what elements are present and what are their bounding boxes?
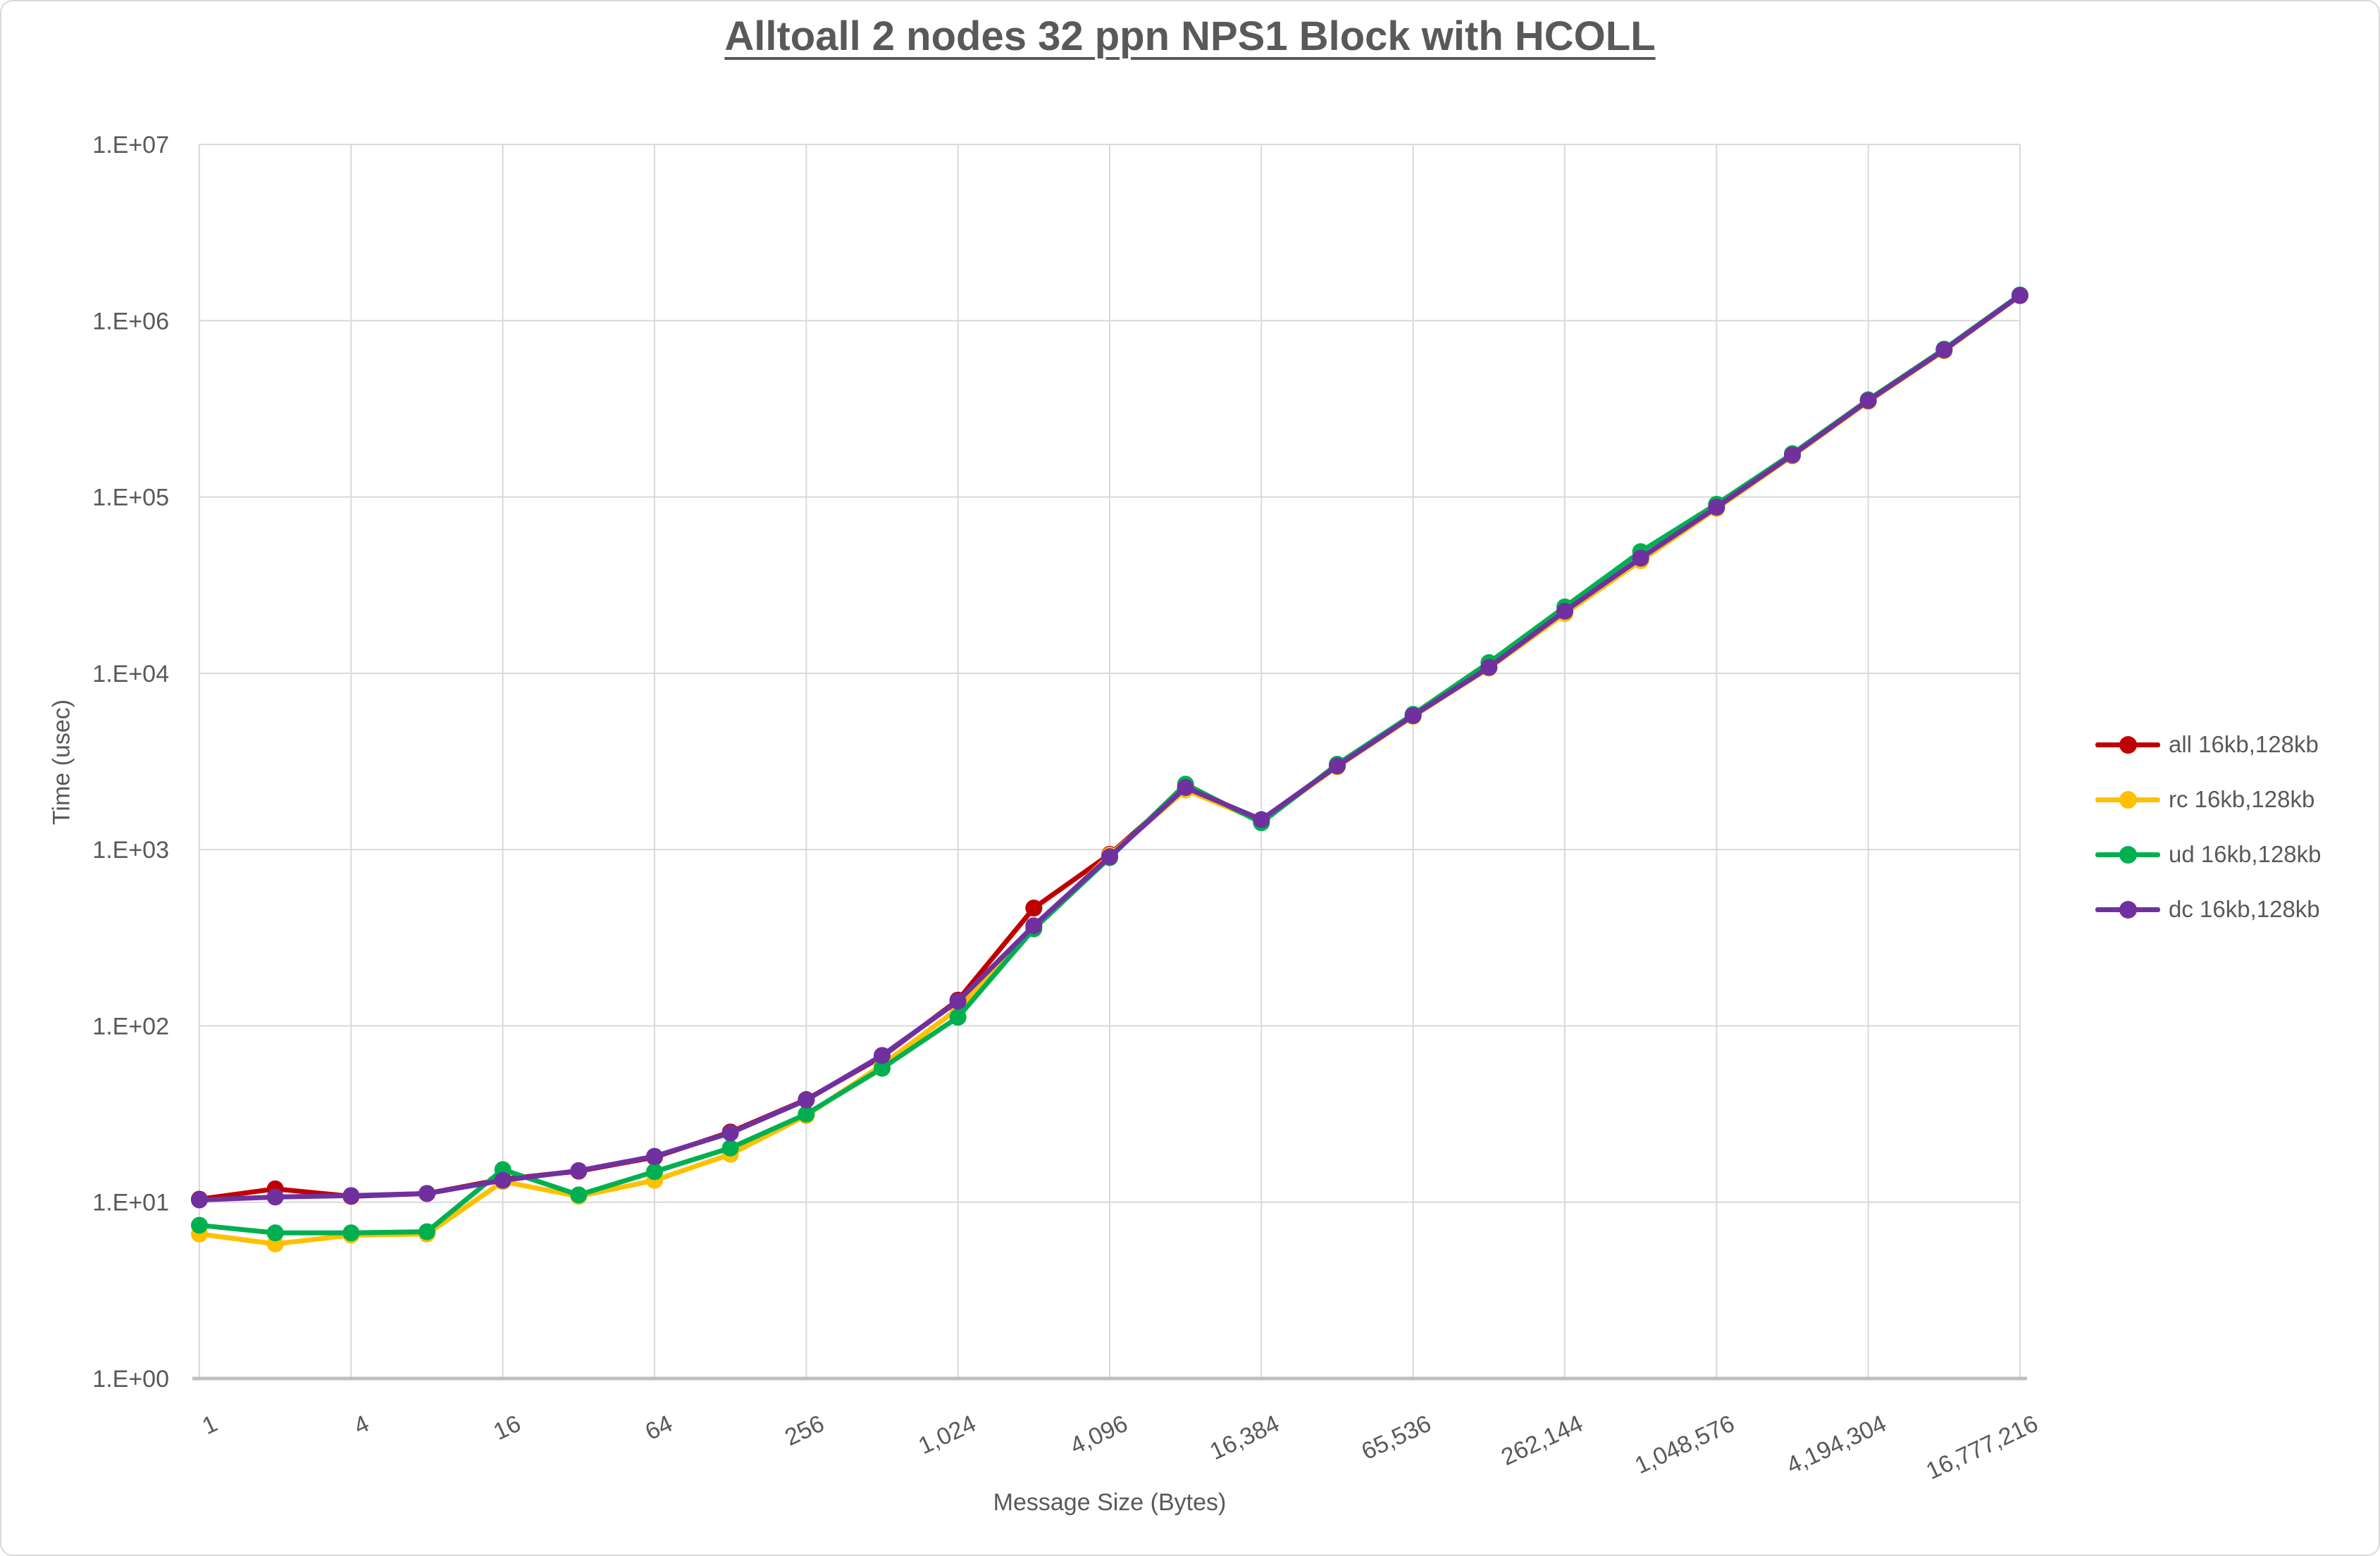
data-point xyxy=(1025,917,1043,935)
legend-item-all: all 16kb,128kb xyxy=(2095,726,2322,764)
legend: all 16kb,128kb rc 16kb,128kb ud 16kb,128kb… xyxy=(2095,726,2322,928)
data-point xyxy=(1859,392,1877,409)
data-point xyxy=(1708,499,1725,516)
y-tick-label: 1.E+04 xyxy=(92,661,169,687)
data-point xyxy=(949,1009,967,1026)
x-tick-label: 262,144 xyxy=(1497,1410,1587,1471)
legend-label: rc 16kb,128kb xyxy=(2169,786,2315,812)
legend-marker-icon xyxy=(2095,846,2160,864)
data-point xyxy=(191,1216,208,1234)
data-point xyxy=(1025,900,1043,917)
y-tick-label: 1.E+03 xyxy=(92,837,169,864)
x-tick-label: 16 xyxy=(490,1410,525,1445)
x-tick-label: 64 xyxy=(641,1410,676,1445)
y-tick-label: 1.E+06 xyxy=(92,308,169,335)
data-point xyxy=(419,1185,435,1202)
data-point xyxy=(266,1224,284,1242)
data-point xyxy=(874,1059,891,1077)
data-point xyxy=(721,1124,739,1142)
data-point xyxy=(1480,659,1498,676)
legend-label: dc 16kb,128kb xyxy=(2169,896,2320,922)
data-point xyxy=(2012,287,2028,304)
legend-item-ud: ud 16kb,128kb xyxy=(2095,835,2322,873)
y-tick-label: 1.E+00 xyxy=(92,1366,169,1393)
x-tick-label: 256 xyxy=(781,1410,828,1451)
data-point xyxy=(1632,549,1649,567)
data-point xyxy=(646,1147,663,1165)
data-point xyxy=(191,1191,208,1209)
data-point xyxy=(1101,848,1118,866)
x-tick-label: 4 xyxy=(350,1410,373,1440)
data-point xyxy=(1935,341,1953,359)
data-point xyxy=(342,1187,360,1205)
legend-label: ud 16kb,128kb xyxy=(2169,841,2322,867)
data-point xyxy=(570,1186,588,1204)
y-axis-title: Time (usec) xyxy=(48,699,75,826)
x-tick-label: 4,194,304 xyxy=(1783,1410,1890,1479)
x-tick-label: 4,096 xyxy=(1066,1410,1132,1459)
y-tick-label: 1.E+07 xyxy=(92,132,169,158)
x-tick-label: 16,384 xyxy=(1206,1410,1283,1465)
x-tick-label: 1,024 xyxy=(915,1410,980,1459)
y-tick-label: 1.E+01 xyxy=(92,1190,169,1216)
y-tick-label: 1.E+05 xyxy=(92,485,169,511)
legend-label: all 16kb,128kb xyxy=(2169,731,2319,757)
data-point xyxy=(949,992,967,1010)
data-point xyxy=(1253,811,1270,828)
x-tick-label: 1,048,576 xyxy=(1631,1410,1739,1479)
data-point xyxy=(874,1047,891,1064)
legend-marker-icon xyxy=(2095,736,2160,754)
data-point xyxy=(266,1188,284,1206)
data-point xyxy=(1556,602,1573,620)
data-point xyxy=(1329,757,1346,775)
data-point xyxy=(419,1223,435,1240)
x-tick-label: 65,536 xyxy=(1358,1410,1435,1465)
chart-title: Alltoall 2 nodes 32 ppn NPS1 Block with … xyxy=(724,13,1656,59)
data-point xyxy=(494,1171,512,1189)
data-point xyxy=(798,1105,815,1123)
data-point xyxy=(1404,707,1422,725)
data-point xyxy=(1177,778,1194,796)
data-point xyxy=(721,1139,739,1157)
x-axis-title: Message Size (Bytes) xyxy=(993,1489,1227,1516)
legend-item-rc: rc 16kb,128kb xyxy=(2095,780,2322,819)
legend-marker-icon xyxy=(2095,901,2160,919)
data-point xyxy=(342,1224,360,1242)
y-tick-label: 1.E+02 xyxy=(92,1013,169,1040)
legend-item-dc: dc 16kb,128kb xyxy=(2095,890,2322,928)
x-tick-label: 16,777,216 xyxy=(1922,1410,2042,1485)
data-point xyxy=(570,1162,588,1179)
data-point xyxy=(646,1163,663,1181)
x-tick-label: 1 xyxy=(198,1410,221,1440)
data-point xyxy=(798,1091,815,1109)
legend-marker-icon xyxy=(2095,791,2160,809)
data-point xyxy=(1784,446,1801,463)
